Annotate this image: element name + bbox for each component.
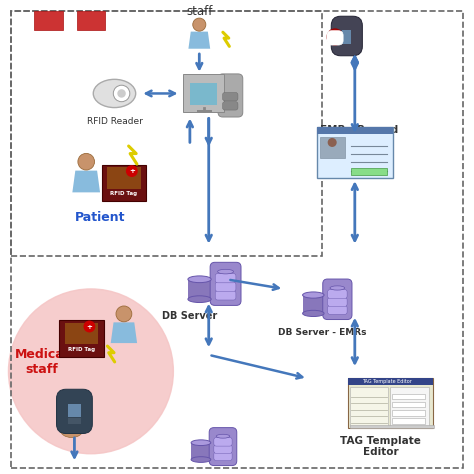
FancyBboxPatch shape [191, 443, 211, 459]
Circle shape [327, 29, 343, 45]
FancyBboxPatch shape [392, 402, 426, 407]
FancyBboxPatch shape [107, 167, 141, 189]
Ellipse shape [302, 310, 324, 317]
FancyBboxPatch shape [392, 394, 426, 399]
Text: RFID Reader: RFID Reader [87, 117, 142, 126]
Text: RFID Tag: RFID Tag [68, 347, 95, 352]
Circle shape [193, 18, 206, 31]
Text: +: + [129, 168, 135, 174]
Circle shape [126, 165, 138, 177]
FancyBboxPatch shape [209, 428, 237, 465]
FancyBboxPatch shape [190, 83, 217, 105]
FancyBboxPatch shape [328, 290, 347, 299]
FancyBboxPatch shape [59, 320, 104, 356]
Ellipse shape [302, 292, 324, 298]
FancyBboxPatch shape [348, 378, 433, 385]
FancyBboxPatch shape [218, 74, 243, 117]
FancyBboxPatch shape [77, 11, 105, 30]
FancyBboxPatch shape [68, 419, 81, 424]
Text: Patient: Patient [75, 211, 126, 224]
FancyBboxPatch shape [392, 410, 426, 416]
FancyBboxPatch shape [35, 11, 63, 30]
FancyBboxPatch shape [328, 298, 347, 307]
FancyBboxPatch shape [102, 165, 146, 201]
FancyBboxPatch shape [222, 102, 238, 110]
FancyBboxPatch shape [215, 273, 236, 283]
Text: TAG Template Editor: TAG Template Editor [362, 379, 411, 384]
FancyBboxPatch shape [317, 128, 392, 134]
Text: RFID Tag: RFID Tag [110, 191, 137, 196]
Ellipse shape [60, 422, 83, 438]
FancyBboxPatch shape [68, 404, 81, 417]
FancyBboxPatch shape [302, 295, 324, 313]
FancyBboxPatch shape [317, 128, 392, 178]
Ellipse shape [218, 269, 234, 274]
Circle shape [78, 154, 94, 170]
FancyBboxPatch shape [323, 279, 352, 319]
FancyBboxPatch shape [215, 282, 236, 292]
FancyBboxPatch shape [349, 425, 434, 428]
FancyBboxPatch shape [222, 92, 238, 101]
Ellipse shape [188, 276, 211, 283]
FancyBboxPatch shape [183, 74, 224, 112]
FancyBboxPatch shape [392, 419, 426, 424]
FancyBboxPatch shape [210, 262, 241, 305]
Polygon shape [73, 171, 100, 192]
FancyBboxPatch shape [331, 16, 362, 56]
FancyBboxPatch shape [64, 322, 98, 344]
FancyBboxPatch shape [328, 305, 347, 314]
Text: +: + [86, 324, 92, 329]
FancyBboxPatch shape [390, 387, 429, 426]
FancyBboxPatch shape [56, 389, 92, 434]
FancyBboxPatch shape [214, 445, 232, 453]
Ellipse shape [330, 286, 345, 290]
Text: staff: staff [186, 5, 212, 18]
FancyBboxPatch shape [348, 378, 433, 428]
Text: EMR - Record: EMR - Record [320, 126, 399, 136]
Ellipse shape [191, 440, 211, 446]
Polygon shape [189, 32, 210, 49]
FancyBboxPatch shape [214, 438, 232, 446]
FancyBboxPatch shape [320, 137, 345, 157]
FancyBboxPatch shape [197, 110, 212, 112]
Circle shape [328, 138, 337, 147]
Ellipse shape [93, 79, 136, 108]
FancyBboxPatch shape [349, 387, 388, 426]
Text: Medical
staff: Medical staff [15, 348, 68, 376]
Polygon shape [111, 322, 137, 343]
Text: DB Server - EMRs: DB Server - EMRs [278, 328, 366, 337]
Ellipse shape [216, 434, 230, 438]
FancyBboxPatch shape [327, 31, 343, 45]
Circle shape [116, 306, 132, 322]
Ellipse shape [188, 296, 211, 302]
Text: TAG Template
Editor: TAG Template Editor [340, 436, 421, 457]
Circle shape [113, 85, 130, 102]
Circle shape [9, 289, 173, 454]
Circle shape [117, 89, 126, 98]
Ellipse shape [191, 456, 211, 463]
FancyBboxPatch shape [342, 30, 351, 44]
FancyBboxPatch shape [351, 168, 387, 175]
FancyBboxPatch shape [215, 291, 236, 300]
Circle shape [83, 320, 95, 332]
FancyBboxPatch shape [188, 279, 211, 299]
FancyBboxPatch shape [214, 452, 232, 461]
Text: DB Server: DB Server [162, 311, 218, 321]
